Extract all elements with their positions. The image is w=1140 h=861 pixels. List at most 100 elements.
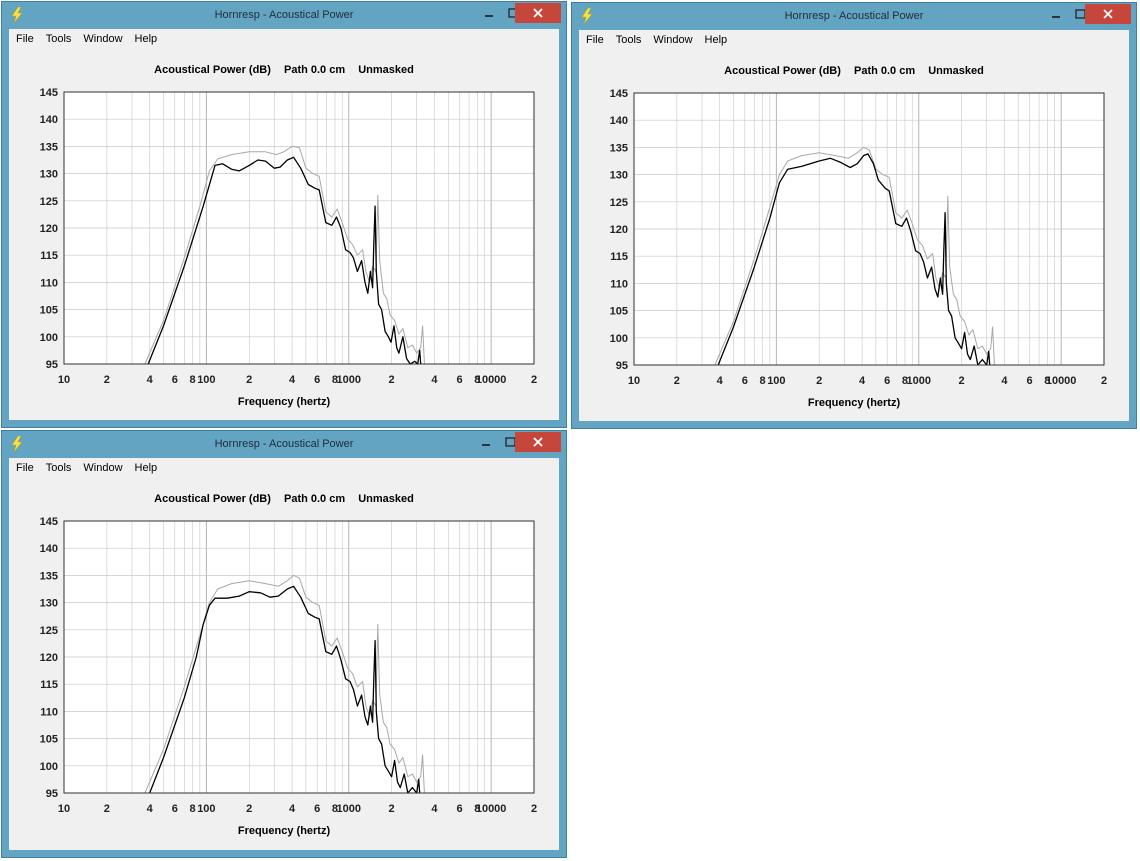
menu-help[interactable]: Help [704,34,728,46]
x-tick-label: 2 [389,374,395,386]
menu-window[interactable]: Window [653,34,693,46]
x-tick-label: 4 [1001,375,1008,387]
menu-tools[interactable]: Tools [45,462,72,474]
y-tick-label: 145 [40,87,58,99]
y-tick-label: 100 [40,761,58,773]
series-line-reference [144,145,425,365]
y-tick-label: 95 [616,360,628,372]
close-button[interactable] [515,3,561,23]
close-button[interactable] [515,432,561,452]
chart-title-path: Path 0.0 cm [853,65,916,77]
x-tick-label: 4 [147,374,154,386]
client-area: File Tools Window Help Acoustical Power … [9,458,559,850]
series-line-primary [147,156,422,365]
y-tick-label: 115 [610,251,628,263]
chart-title-quantity: Acoustical Power (dB) [154,493,271,505]
x-tick-label: 8 [332,803,338,815]
y-tick-label: 105 [610,306,628,318]
x-tick-label: 4 [431,803,438,815]
y-tick-label: 105 [40,734,58,746]
menu-file[interactable]: File [586,34,604,46]
hornresp-window-3[interactable]: Hornresp - Acoustical Power File Tools W… [1,430,567,858]
y-tick-label: 135 [610,142,628,154]
y-tick-label: 140 [40,114,58,126]
window-title: Hornresp - Acoustical Power [214,438,354,450]
plot-frame [63,91,535,365]
chart-title-path: Path 0.0 cm [283,64,346,76]
window-title: Hornresp - Acoustical Power [214,9,354,21]
lightning-icon [11,7,23,23]
minimize-icon [482,444,490,446]
x-tick-label: 6 [456,374,462,386]
title-bar[interactable]: Hornresp - Acoustical Power [2,431,566,458]
lightning-icon [581,8,593,24]
series-line-reference [144,574,425,794]
lightning-icon [11,436,23,452]
x-tick-label: 2 [959,375,965,387]
x-tick-label: 8 [474,374,480,386]
y-tick-label: 110 [40,706,58,718]
menu-help[interactable]: Help [134,462,158,474]
plot-frame [63,520,535,794]
x-tick-label: 10 [58,803,70,815]
x-tick-label: 2 [389,803,395,815]
x-tick-label: 2 [246,374,252,386]
x-tick-label: 4 [717,375,724,387]
title-bar[interactable]: Hornresp - Acoustical Power [2,2,566,29]
hornresp-window-1[interactable]: Hornresp - Acoustical Power File Tools W… [1,1,567,428]
y-tick-label: 120 [610,224,628,236]
x-tick-label: 6 [314,803,320,815]
maximize-button[interactable] [1068,4,1092,24]
maximize-button[interactable] [498,432,522,452]
y-tick-label: 105 [40,305,58,317]
menu-help[interactable]: Help [134,33,158,45]
x-tick-label: 4 [289,374,296,386]
close-button[interactable] [1085,4,1131,24]
plot-frame [633,92,1105,366]
x-tick-label: 4 [289,803,296,815]
minimize-button[interactable] [474,432,498,452]
y-tick-label: 95 [46,359,58,371]
x-tick-label: 2 [816,375,822,387]
x-tick-label: 8 [190,374,196,386]
menu-file[interactable]: File [16,33,34,45]
x-tick-label: 2 [531,374,537,386]
y-tick-label: 130 [40,598,58,610]
y-tick-label: 110 [610,278,628,290]
series-line-primary [149,585,421,794]
chart-title: Acoustical Power (dB) Path 0.0 cm Unmask… [9,64,559,76]
x-tick-label: 1000 [337,374,361,386]
x-tick-label: 2 [104,803,110,815]
x-tick-label: 8 [1044,375,1050,387]
menu-file[interactable]: File [16,462,34,474]
y-tick-label: 140 [610,115,628,127]
y-tick-label: 140 [40,543,58,555]
y-tick-label: 95 [46,788,58,800]
menu-bar: File Tools Window Help [579,30,1129,50]
menu-window[interactable]: Window [83,33,123,45]
title-bar[interactable]: Hornresp - Acoustical Power [572,3,1136,30]
x-axis-title: Frequency (hertz) [237,396,331,408]
minimize-button[interactable] [1044,4,1068,24]
x-tick-label: 8 [474,803,480,815]
client-area: File Tools Window Help Acoustical Power … [579,30,1129,421]
x-axis-title: Frequency (hertz) [237,825,331,837]
y-tick-label: 145 [40,516,58,528]
close-icon [533,8,543,18]
menu-tools[interactable]: Tools [45,33,72,45]
menu-tools[interactable]: Tools [615,34,642,46]
y-tick-label: 100 [610,333,628,345]
x-tick-label: 2 [531,803,537,815]
x-tick-label: 6 [172,803,178,815]
series-line-primary [717,153,991,366]
y-tick-label: 100 [40,332,58,344]
y-tick-label: 135 [40,570,58,582]
y-tick-label: 130 [610,170,628,182]
menu-bar: File Tools Window Help [9,458,559,478]
minimize-button[interactable] [477,3,501,23]
menu-window[interactable]: Window [83,462,123,474]
close-icon [533,437,543,447]
chart-title-mask: Unmasked [358,493,414,505]
hornresp-window-2[interactable]: Hornresp - Acoustical Power File Tools W… [571,2,1137,429]
y-tick-label: 125 [610,197,628,209]
